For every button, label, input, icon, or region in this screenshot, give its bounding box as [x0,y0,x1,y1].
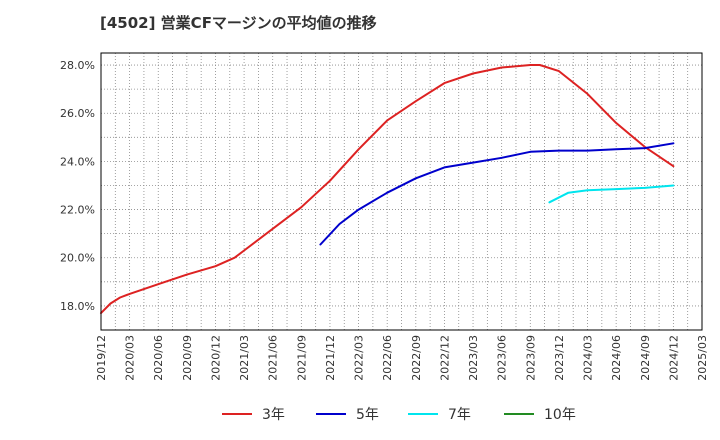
x-tick-label: 2021/06 [267,335,280,381]
x-tick-label: 2024/09 [639,335,652,381]
y-tick-label: 18.0% [60,300,95,313]
x-tick-label: 2022/06 [381,335,394,381]
x-tick-label: 2023/12 [553,335,566,381]
y-tick-label: 22.0% [60,204,95,217]
series-line-7年 [548,184,675,204]
x-tick-label: 2023/06 [496,335,509,381]
series-line-3年 [100,64,675,315]
x-tick-label: 2025/03 [696,335,709,381]
x-tick-label: 2023/03 [467,335,480,381]
legend-label: 10年 [544,407,576,423]
plot-frame [100,52,703,331]
legend-label: 5年 [356,407,379,423]
y-tick-label: 28.0% [60,59,95,72]
x-tick-label: 2024/12 [667,335,680,381]
x-tick-label: 2022/03 [353,335,366,381]
x-tick-label: 2019/12 [95,335,108,381]
x-tick-label: 2022/09 [410,335,423,381]
y-axis-ticks: 18.0% 20.0% 22.0% 24.0% 26.0% 28.0% [60,59,95,313]
x-tick-label: 2021/12 [324,335,337,381]
x-tick-label: 2021/03 [238,335,251,381]
x-tick-label: 2021/09 [295,335,308,381]
legend-label: 3年 [262,407,285,423]
series-line-5年 [319,142,675,246]
grid-layer [100,53,703,331]
y-tick-label: 20.0% [60,252,95,265]
x-tick-label: 2024/03 [582,335,595,381]
legend: 3年 5年 7年 10年 [222,407,576,423]
x-axis-ticks: 2019/12 2020/03 2020/06 2020/09 2020/12 2021/… [95,335,709,381]
x-tick-label: 2020/09 [181,335,194,381]
y-tick-label: 26.0% [60,107,95,120]
x-tick-label: 2020/12 [209,335,222,381]
x-tick-label: 2024/06 [610,335,623,381]
chart-title: [4502] 営業CFマージンの平均値の推移 [100,14,377,32]
x-tick-label: 2020/06 [152,335,165,381]
y-tick-label: 24.0% [60,155,95,168]
x-tick-label: 2022/12 [438,335,451,381]
x-tick-label: 2020/03 [124,335,137,381]
x-tick-label: 2023/09 [524,335,537,381]
legend-label: 7年 [448,407,471,423]
series-layer [100,64,675,315]
